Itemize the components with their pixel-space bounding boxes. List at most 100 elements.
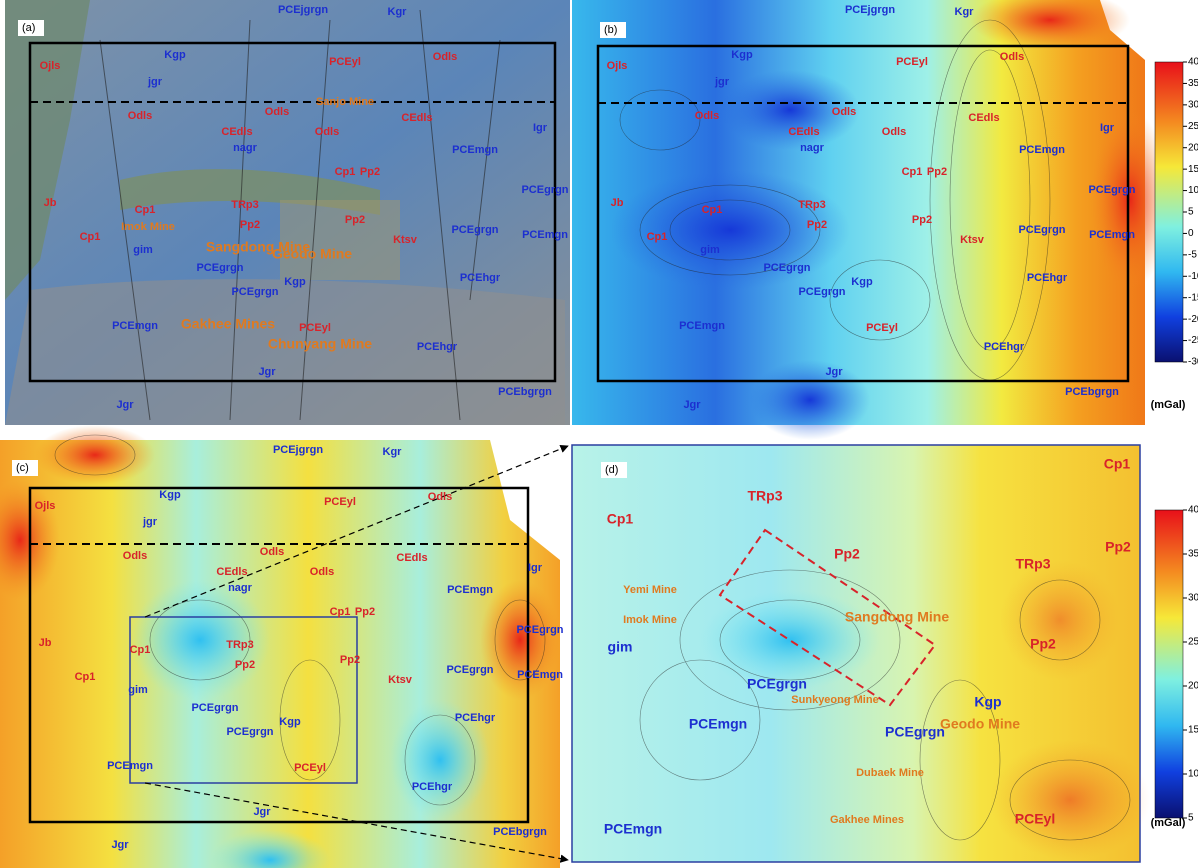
colorbar-tick-label: 40: [1188, 57, 1198, 68]
unit-label: PCEyl: [896, 56, 928, 68]
unit-label: PCEgrgn: [196, 262, 243, 274]
colorbar-tick-label: 30: [1188, 593, 1198, 604]
unit-label: PCEmgn: [522, 229, 568, 241]
unit-label: Cp1: [702, 204, 723, 216]
unit-label: gim: [128, 684, 148, 696]
unit-label: Cp1: [75, 671, 96, 683]
unit-label: PCEgrgn: [231, 286, 278, 298]
unit-label: PCEhgr: [1027, 272, 1068, 284]
unit-label: nagr: [228, 582, 253, 594]
unit-label: TRp3: [231, 199, 259, 211]
unit-label: Kgp: [164, 49, 186, 61]
unit-label: Ktsv: [960, 234, 985, 246]
colorbar-unit: (mGal): [1151, 399, 1186, 411]
unit-label: CEdls: [788, 126, 819, 138]
unit-label: Kgp: [974, 694, 1001, 710]
unit-label: PCEyl: [324, 496, 356, 508]
panel-label: (d): [605, 464, 618, 476]
unit-label: PCEgrgn: [1088, 184, 1135, 196]
unit-label: PCEhgr: [460, 272, 501, 284]
colorbar-tick-label: -15: [1188, 292, 1198, 303]
unit-label: PCEmgn: [107, 760, 153, 772]
unit-label: Odls: [695, 110, 719, 122]
unit-label: Pp2: [927, 166, 947, 178]
unit-label: PCEgrgn: [226, 726, 273, 738]
colorbar-tick-label: 0: [1188, 228, 1194, 239]
unit-label: Jgr: [825, 366, 843, 378]
colorbar-tick-label: 25: [1188, 121, 1198, 132]
panel-label: (b): [604, 24, 617, 36]
colorbar-tick-label: 35: [1188, 549, 1198, 560]
zoom-arrow: [144, 444, 569, 618]
unit-label: Odls: [128, 110, 152, 122]
unit-label: Sangdong Mine: [845, 609, 949, 625]
unit-label: TRp3: [226, 639, 254, 651]
unit-label: Pp2: [340, 654, 360, 666]
unit-label: PCEmgn: [689, 716, 747, 732]
unit-label: PCEmgn: [447, 584, 493, 596]
unit-label: PCEbgrgn: [1065, 386, 1119, 398]
colorbar-tick-label: 15: [1188, 164, 1198, 175]
unit-label: PCEmgn: [1089, 229, 1135, 241]
unit-label: PCEjgrgn: [278, 4, 328, 16]
unit-label: Cp1: [607, 511, 634, 527]
unit-label: Pp2: [807, 219, 827, 231]
panel-c: [0, 425, 560, 868]
colorbar-tick-label: 30: [1188, 99, 1198, 110]
unit-label: PCEjgrgn: [845, 4, 895, 16]
colorbar-tick-label: -25: [1188, 335, 1198, 346]
unit-label: Kgr: [383, 446, 403, 458]
unit-label: Kgp: [284, 276, 306, 288]
colorbar-tick-label: 5: [1188, 207, 1194, 218]
unit-label: Jgr: [111, 839, 129, 851]
unit-label: Odls: [882, 126, 906, 138]
panel-label: (c): [16, 462, 29, 474]
colorbar-tick-label: 15: [1188, 725, 1198, 736]
unit-label: PCEyl: [294, 762, 326, 774]
unit-label: PCEyl: [299, 322, 331, 334]
colorbar-tick-label: -20: [1188, 314, 1198, 325]
unit-label: Kgr: [955, 6, 975, 18]
unit-label: Pp2: [912, 214, 932, 226]
colorbar-tick-label: 10: [1188, 769, 1198, 780]
panel-label-box: [601, 462, 627, 478]
unit-label: PCEmgn: [517, 669, 563, 681]
unit-label: jgr: [147, 76, 163, 88]
unit-label: Cp1: [902, 166, 923, 178]
unit-label: PCEgrgn: [451, 224, 498, 236]
unit-label: TRp3: [1016, 556, 1051, 572]
unit-label: Pp2: [1105, 539, 1131, 555]
unit-label: PCEgrgn: [747, 676, 807, 692]
mine-label: Imok Mine: [121, 221, 175, 233]
unit-label: CEdls: [221, 126, 252, 138]
unit-label: PCEmgn: [1019, 144, 1065, 156]
unit-label: Ktsv: [393, 234, 418, 246]
unit-label: Cp1: [130, 644, 151, 656]
unit-label: Odls: [832, 106, 856, 118]
unit-label: nagr: [800, 142, 825, 154]
unit-label: PCEmgn: [679, 320, 725, 332]
colorbar-tick-label: -10: [1188, 271, 1198, 282]
colorbar: [1154, 509, 1184, 819]
colorbar: [1154, 61, 1184, 363]
unit-label: Pp2: [240, 219, 260, 231]
unit-label: Igr: [528, 562, 543, 574]
unit-label: Pp2: [345, 214, 365, 226]
unit-label: Kgp: [279, 716, 301, 728]
panel-d: [571, 444, 1150, 863]
unit-label: PCEgrgn: [763, 262, 810, 274]
mine-label: Geodo Mine: [272, 246, 352, 262]
unit-label: PCEgrgn: [521, 184, 568, 196]
unit-label: PCEhgr: [984, 341, 1025, 353]
panel-label-box: [600, 22, 626, 38]
unit-label: PCEjgrgn: [273, 444, 323, 456]
unit-label: Jgr: [253, 806, 271, 818]
unit-label: Pp2: [355, 606, 375, 618]
unit-label: Yemi Mine: [623, 584, 677, 596]
unit-label: Ktsv: [388, 674, 413, 686]
unit-label: PCEmgn: [112, 320, 158, 332]
unit-label: PCEgrgn: [885, 724, 945, 740]
unit-label: Geodo Mine: [940, 716, 1020, 732]
unit-label: PCEgrgn: [516, 624, 563, 636]
